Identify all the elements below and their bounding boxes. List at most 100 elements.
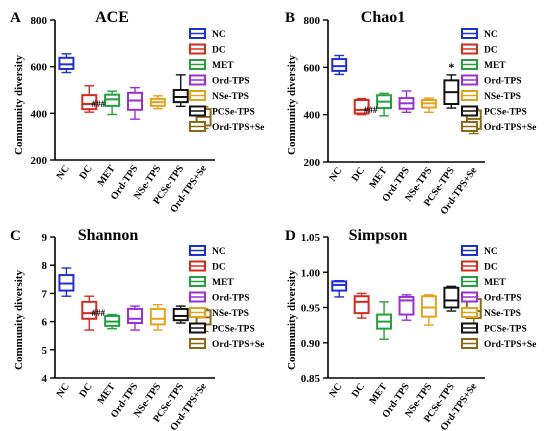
legend-label: Ord-TPS — [484, 77, 521, 87]
x-tick-label: MET — [367, 381, 389, 406]
legend-label: NSe-TPS — [212, 309, 249, 319]
y-axis-label: Community diversity — [286, 270, 298, 370]
box-pcse-tps — [172, 305, 189, 324]
significance-marker: * — [448, 60, 454, 74]
legend-label: NC — [212, 30, 226, 40]
y-tick-label: 5 — [42, 345, 48, 357]
legend-label: PCSe-TPS — [212, 325, 255, 335]
y-tick-label: 200 — [304, 157, 321, 169]
y-tick-label: 200 — [31, 155, 48, 167]
box-iqr — [443, 286, 460, 309]
legend-swatch — [189, 260, 206, 272]
y-tick-label: 4 — [42, 373, 48, 385]
legend-label: Ord-TPS — [212, 294, 249, 304]
legend-label: DC — [484, 46, 498, 56]
x-tick-label: MET — [96, 163, 118, 188]
legend: NC DC MET Ord-TPS NSe-TPS PCSe-TPS Ord-TPS+Se — [189, 245, 264, 350]
legend-label: PCSe-TPS — [484, 108, 527, 118]
legend-swatch — [189, 90, 206, 101]
y-tick-label: 9 — [42, 232, 48, 244]
legend-swatch — [461, 43, 478, 55]
y-tick-label: 600 — [31, 62, 48, 74]
box-nse-tps — [149, 95, 166, 110]
legend-label: MET — [484, 278, 506, 288]
box-nse-tps — [420, 97, 437, 114]
legend-label: DC — [484, 263, 498, 273]
legend-swatch — [189, 307, 206, 318]
y-tick-label: 7 — [42, 288, 48, 300]
x-tick-label: DC — [350, 165, 367, 183]
x-tick-label: MET — [96, 381, 118, 406]
legend-label: Ord-TPS+Se — [484, 123, 536, 133]
box-nse-tps — [149, 303, 166, 331]
chart-title: Shannon — [78, 227, 139, 244]
legend-swatch — [189, 74, 206, 86]
x-tick-label: MET — [367, 165, 389, 190]
legend-swatch — [189, 28, 206, 39]
legend-label: NC — [212, 247, 226, 257]
panel-letter: C — [10, 228, 21, 244]
legend-swatch — [461, 90, 478, 101]
legend-label: Ord-TPS+Se — [212, 123, 264, 133]
box-ord-tps — [398, 294, 415, 321]
box-ord-tps — [127, 86, 143, 120]
legend-label: PCSe-TPS — [212, 108, 255, 118]
box-nc — [331, 54, 348, 76]
legend-swatch — [461, 307, 478, 318]
y-tick-label: 0.90 — [301, 338, 321, 350]
box-iqr — [127, 307, 143, 325]
legend-label: NSe-TPS — [484, 309, 521, 319]
box-dc — [81, 85, 98, 113]
box-nc — [58, 267, 75, 297]
y-tick-label: 1.05 — [301, 232, 321, 244]
box-iqr — [172, 307, 189, 322]
legend-swatch — [189, 121, 206, 132]
legend-label: MET — [212, 61, 234, 71]
box-dc — [353, 97, 370, 116]
box-pcse-tps — [443, 74, 460, 109]
y-axis-label: Community diversity — [13, 55, 25, 155]
y-tick-label: 400 — [31, 108, 48, 120]
legend-swatch — [461, 121, 478, 132]
legend-swatch — [461, 276, 478, 287]
legend-label: NSe-TPS — [484, 92, 521, 102]
legend-swatch — [461, 322, 478, 334]
box-pcse-tps — [172, 74, 189, 108]
panel-b: B Chao1 Community diversity 200 400 600 800 NC D… — [285, 9, 536, 217]
legend-label: Ord-TPS — [212, 77, 249, 87]
box-ord-tps — [398, 90, 415, 114]
legend-label: NSe-TPS — [212, 92, 249, 102]
y-tick-label: 800 — [304, 15, 321, 27]
box-ord-tps — [127, 305, 143, 331]
significance-marker: ### — [364, 105, 378, 115]
legend-label: DC — [212, 263, 226, 273]
y-tick-label: 6 — [42, 317, 48, 329]
x-tick-label: DC — [77, 163, 94, 181]
panel-letter: A — [10, 10, 21, 26]
panel-c: C Shannon Community diversity 4 5 6 7 8 9 NC DC MET… — [10, 227, 264, 431]
legend-label: PCSe-TPS — [484, 325, 527, 335]
box-dc — [81, 295, 98, 331]
legend-label: Ord-TPS+Se — [212, 340, 264, 350]
x-tick-label: NC — [327, 381, 344, 399]
y-tick-label: 1.00 — [301, 267, 321, 279]
legend-swatch — [461, 291, 478, 303]
y-tick-label: 0.85 — [301, 373, 321, 385]
significance-marker: ### — [92, 308, 106, 318]
panel-letter: D — [285, 228, 296, 244]
y-tick-label: 8 — [42, 260, 48, 272]
legend-swatch — [461, 105, 478, 117]
legend-swatch — [189, 105, 206, 117]
box-iqr — [331, 58, 348, 72]
x-tick-label: NC — [327, 165, 344, 183]
legend-swatch — [189, 276, 206, 287]
box-iqr — [420, 295, 437, 318]
legend-swatch — [189, 338, 206, 349]
panel-letter: B — [285, 10, 295, 26]
box-met — [376, 301, 393, 340]
y-axis-label: Community diversity — [13, 270, 25, 370]
box-met — [376, 92, 393, 117]
legend-label: MET — [212, 278, 234, 288]
x-tick-label: DC — [350, 381, 367, 399]
